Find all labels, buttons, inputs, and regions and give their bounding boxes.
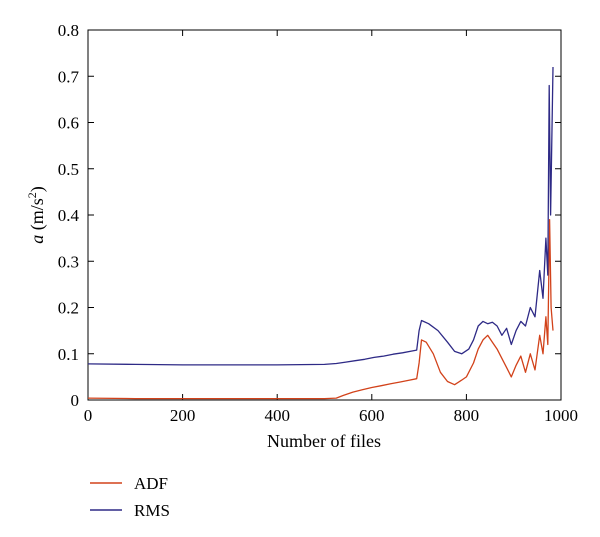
x-tick-label: 600 [359,406,385,425]
y-axis-label-unit: (m/s [27,198,48,235]
y-tick-label: 0 [71,391,80,410]
y-tick-label: 0.3 [58,252,79,271]
x-axis-ticks: 0 200 400 600 800 1000 [84,30,578,425]
y-axis-ticks: 0 0.1 0.2 0.3 0.4 0.5 0.6 0.7 0.8 [58,21,561,410]
x-tick-label: 400 [264,406,290,425]
y-tick-label: 0.4 [58,206,80,225]
y-tick-label: 0.2 [58,299,79,318]
y-tick-label: 0.6 [58,114,79,133]
y-tick-label: 0.5 [58,160,79,179]
y-tick-label: 0.1 [58,345,79,364]
series-line-adf [87,218,554,400]
x-tick-label: 800 [454,406,480,425]
legend-label-rms: RMS [134,501,170,520]
x-tick-label: 200 [170,406,196,425]
y-axis-label-variable: a [27,235,47,244]
series-line-rms [87,66,554,366]
legend: ADF RMS [90,474,170,520]
series-lines [87,66,554,400]
x-tick-label: 1000 [544,406,578,425]
y-tick-label: 0.7 [58,67,80,86]
y-axis-label: a (m/s2) [25,186,48,244]
y-tick-label: 0.8 [58,21,79,40]
x-tick-label: 0 [84,406,93,425]
legend-label-adf: ADF [134,474,168,493]
y-axis-label-unit-close: ) [27,186,48,192]
y-axis-label-unit-exponent: 2 [25,192,39,198]
plot-area-frame [87,29,562,401]
x-axis-label: Number of files [267,431,381,451]
